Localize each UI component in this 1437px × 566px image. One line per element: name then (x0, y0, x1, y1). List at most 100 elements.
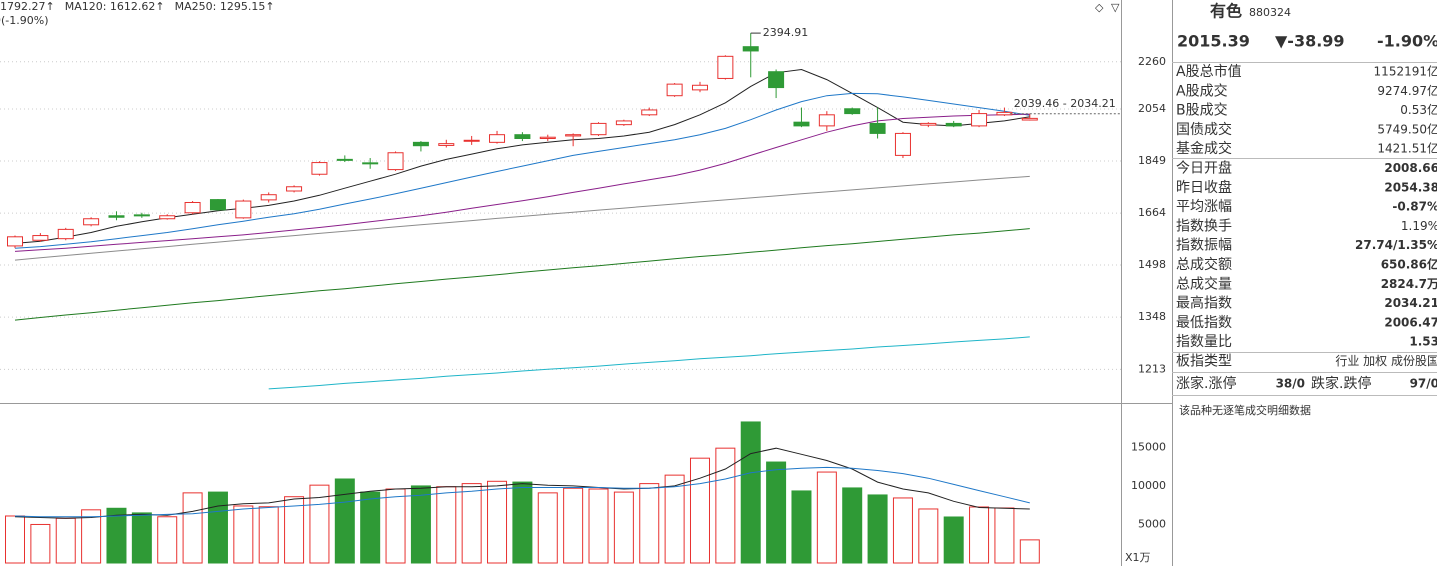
ma-line (268, 336, 1030, 390)
volume-bar (715, 447, 736, 564)
ma-line (14, 228, 1030, 321)
ma-legend: 1792.27↑ (0, 0, 55, 13)
panel-value: 27.74/1.35% (1355, 238, 1437, 252)
panel-label: A股总市值 (1176, 63, 1242, 80)
candle-body (514, 134, 531, 139)
volume-bar (55, 517, 76, 564)
candle-body (336, 158, 353, 161)
volume-bar (918, 508, 939, 564)
candle-body (463, 139, 480, 142)
panel-value: 1.19% (1401, 219, 1437, 233)
volume-bar (943, 516, 964, 564)
panel-value: 1.53 (1409, 335, 1437, 349)
candle-body (412, 141, 429, 147)
volume-bar (5, 515, 25, 564)
volume-bar (994, 507, 1015, 564)
volume-bar (766, 461, 787, 564)
icon[interactable]: ◇ (1095, 1, 1104, 14)
panel-label: 今日开盘 (1176, 160, 1232, 177)
panel-value: -0.87% (1392, 200, 1437, 214)
candle-body (260, 194, 277, 201)
candle-body (159, 215, 176, 220)
ma-line (14, 113, 1030, 252)
panel-value: 行业 加权 成份股国 (1335, 354, 1437, 368)
volume-bar (537, 492, 558, 564)
unit-label: X1万 (1125, 551, 1151, 564)
candle-body (489, 134, 506, 143)
panel-label: 最低指数 (1176, 315, 1232, 331)
volume-bar (664, 474, 685, 564)
candle-body (565, 134, 582, 137)
panel-label: B股成交 (1176, 102, 1228, 119)
panel-value: 9274.97亿 (1377, 83, 1437, 98)
candle-body (920, 122, 937, 126)
candle-body (387, 152, 404, 171)
candle-body (57, 228, 74, 240)
candle-body (666, 83, 683, 97)
panel-value: 5749.50亿 (1377, 121, 1437, 136)
y-tick-label: 1348 (1138, 310, 1166, 323)
volume-bar (842, 487, 863, 564)
candle-body (184, 201, 201, 214)
ma-legend: MA120: 1612.62↑ (65, 0, 165, 13)
volume-bar (360, 491, 381, 564)
panel-label: 总成交额 (1176, 256, 1232, 273)
panel-value: 2008.66 (1384, 161, 1437, 175)
high-label: 2394.91 (763, 26, 809, 39)
candle-body (818, 114, 835, 127)
volume-bar (233, 505, 254, 564)
y-tick-label: 15000 (1131, 440, 1166, 453)
y-tick-label: 1498 (1138, 258, 1166, 271)
candle-body (945, 122, 962, 127)
panel-value: 38/0 (1276, 377, 1305, 391)
panel-code: 880324 (1249, 6, 1291, 19)
volume-bar (385, 488, 406, 564)
range-label: 2039.46 - 2034.21 (1014, 97, 1116, 110)
candle-body (869, 122, 886, 134)
volume-bar (207, 491, 228, 564)
price: 2015.39 (1177, 32, 1250, 51)
panel-value: 0.53亿 (1400, 102, 1437, 117)
volume-bar (867, 494, 888, 564)
candle-body (209, 199, 226, 211)
panel-name: 有色 (1210, 2, 1242, 21)
panel-label: 总成交量 (1176, 275, 1232, 292)
y-tick-label: 2054 (1138, 102, 1166, 115)
candle-body (615, 120, 632, 126)
ma-line (14, 175, 1030, 261)
volume-bar (131, 512, 152, 564)
change: ▼-38.99 (1275, 32, 1345, 51)
panel-value: 1421.51亿 (1377, 141, 1437, 156)
volume-bar (1019, 539, 1040, 564)
y-tick-label: 1213 (1138, 362, 1166, 375)
panel-value: 650.86亿 (1381, 257, 1437, 272)
y-tick-label: 1664 (1138, 206, 1166, 219)
candle-body (717, 55, 734, 79)
panel-label: 涨家.涨停 (1176, 375, 1236, 392)
volume-bar (157, 516, 178, 564)
volume-bar (106, 507, 127, 564)
candle-body (108, 215, 125, 218)
volume-bar (182, 492, 203, 564)
panel-value: 2034.21 (1384, 296, 1437, 310)
volume-bar (436, 486, 457, 564)
panel-label: A股成交 (1176, 82, 1228, 99)
volume-bar (892, 497, 913, 564)
icon[interactable]: ▽ (1111, 1, 1120, 14)
volume-bar (487, 480, 508, 564)
panel-label: 昨日收盘 (1176, 179, 1232, 196)
panel-label: 最高指数 (1176, 295, 1232, 312)
volume-ma (14, 447, 1030, 519)
volume-bar (512, 481, 533, 564)
volume-bar (639, 483, 660, 564)
volume-bar (588, 488, 609, 564)
candle-body (590, 122, 607, 136)
volume-bar (613, 491, 634, 564)
volume-bar (816, 471, 837, 564)
panel-value: 97/0 (1410, 377, 1437, 391)
panel-label: 国债成交 (1176, 121, 1232, 138)
candle-body (996, 111, 1013, 116)
panel-label: 跌家.跌停 (1311, 375, 1371, 392)
candle-body (742, 46, 759, 52)
